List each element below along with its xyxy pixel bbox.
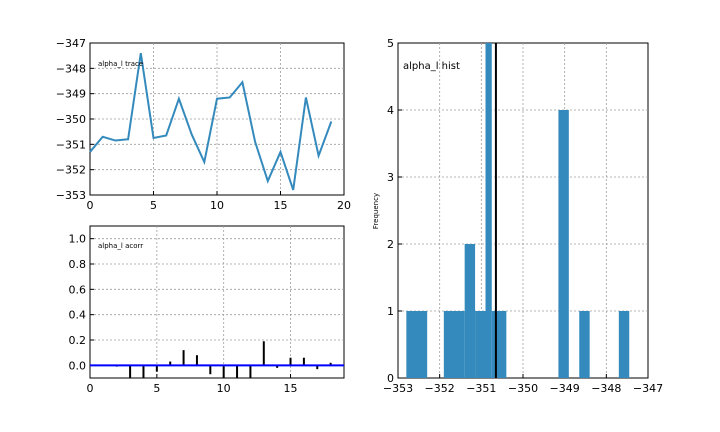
hist-xtick-label: −350 xyxy=(508,382,538,395)
hist-xtick-label: −352 xyxy=(425,382,455,395)
hist-ytick-label: 1 xyxy=(387,305,394,318)
hist-ytick-label: 5 xyxy=(387,37,394,50)
acorr-ytick-label: 0.6 xyxy=(69,283,87,296)
trace-xtick-label: 10 xyxy=(210,199,224,212)
trace-ytick-label: −348 xyxy=(56,62,86,75)
hist-panel: −353 −352 −351 −350 −349 −348 −347 0 1 2 3 4 5 alpha… xyxy=(372,37,663,395)
trace-annotation: alpha_l trace xyxy=(98,60,143,68)
acorr-xtick-label: 15 xyxy=(284,382,298,395)
trace-ytick-label: −353 xyxy=(56,189,86,202)
trace-ytick-label: −347 xyxy=(56,37,86,50)
hist-bar xyxy=(579,311,590,378)
trace-xtick-label: 0 xyxy=(87,199,94,212)
trace-series-line xyxy=(89,52,333,191)
acorr-bars xyxy=(115,341,332,378)
trace-panel: 0 5 10 15 20 −353 −352 −351 −350 −349 −348 −347 alp… xyxy=(56,37,351,212)
acorr-ytick-label: 1.0 xyxy=(69,233,87,246)
acorr-xtick-label: 5 xyxy=(153,382,160,395)
acorr-ticks: 0 5 10 15 0.0 0.2 0.4 0.6 0.8 1.0 xyxy=(69,233,298,395)
acorr-ytick-label: 0.0 xyxy=(69,359,87,372)
hist-plot-area xyxy=(397,42,649,379)
hist-ytick-label: 4 xyxy=(387,104,394,117)
trace-xtick-label: 20 xyxy=(337,199,351,212)
trace-ytick-label: −352 xyxy=(56,164,86,177)
hist-xtick-label: −347 xyxy=(633,382,663,395)
hist-grid xyxy=(398,43,648,378)
hist-bar xyxy=(475,311,486,378)
acorr-grid xyxy=(90,226,344,378)
trace-ytick-label: −350 xyxy=(56,113,86,126)
hist-xtick-label: −351 xyxy=(466,382,496,395)
acorr-xtick-label: 0 xyxy=(87,382,94,395)
trace-ytick-label: −349 xyxy=(56,88,86,101)
acorr-xtick-label: 10 xyxy=(217,382,231,395)
acorr-panel: 0 5 10 15 0.0 0.2 0.4 0.6 0.8 1.0 alpha_l acorr xyxy=(69,225,345,395)
acorr-ytick-label: 0.8 xyxy=(69,258,87,271)
hist-bar xyxy=(443,311,465,378)
hist-xtick-label: −353 xyxy=(383,382,413,395)
hist-bar xyxy=(485,43,492,378)
hist-bar xyxy=(491,311,507,378)
acorr-annotation: alpha_l acorr xyxy=(98,242,143,250)
trace-ticks: 0 5 10 15 20 −353 −352 −351 −350 −349 −348 −347 xyxy=(56,37,351,212)
hist-xtick-label: −349 xyxy=(550,382,580,395)
hist-ytick-label: 0 xyxy=(387,372,394,385)
hist-bar xyxy=(406,311,428,378)
hist-ytick-label: 3 xyxy=(387,171,394,184)
trace-ytick-label: −351 xyxy=(56,138,86,151)
acorr-ytick-label: 0.2 xyxy=(69,334,87,347)
hist-ytick-label: 2 xyxy=(387,238,394,251)
acorr-ytick-label: 0.4 xyxy=(69,309,87,322)
hist-bars xyxy=(406,43,630,378)
hist-bar xyxy=(558,110,569,378)
hist-ticks: −353 −352 −351 −350 −349 −348 −347 0 1 2 3 4 5 xyxy=(383,37,663,395)
hist-xtick-label: −348 xyxy=(591,382,621,395)
trace-xtick-label: 5 xyxy=(150,199,157,212)
trace-xtick-label: 15 xyxy=(274,199,288,212)
acorr-plot-area xyxy=(89,225,345,379)
hist-bar xyxy=(464,244,476,378)
hist-ylabel: Frequency xyxy=(372,193,380,229)
hist-bar xyxy=(618,311,630,378)
hist-annotation: alpha_l hist xyxy=(403,61,460,72)
trace-grid xyxy=(90,43,344,195)
